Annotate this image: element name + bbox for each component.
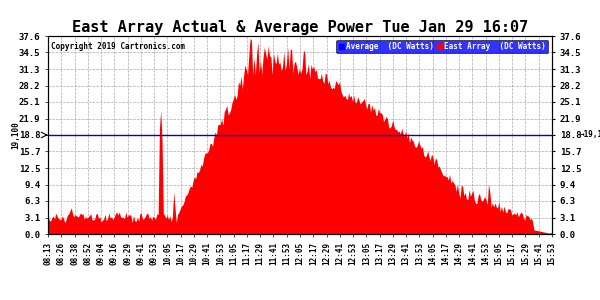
Text: Copyright 2019 Cartronics.com: Copyright 2019 Cartronics.com [50, 42, 185, 51]
Legend: Average  (DC Watts), East Array  (DC Watts): Average (DC Watts), East Array (DC Watts… [337, 40, 548, 53]
Text: 19,100: 19,100 [11, 121, 20, 149]
Title: East Array Actual & Average Power Tue Jan 29 16:07: East Array Actual & Average Power Tue Ja… [72, 20, 528, 35]
Text: →19,100: →19,100 [580, 130, 600, 140]
